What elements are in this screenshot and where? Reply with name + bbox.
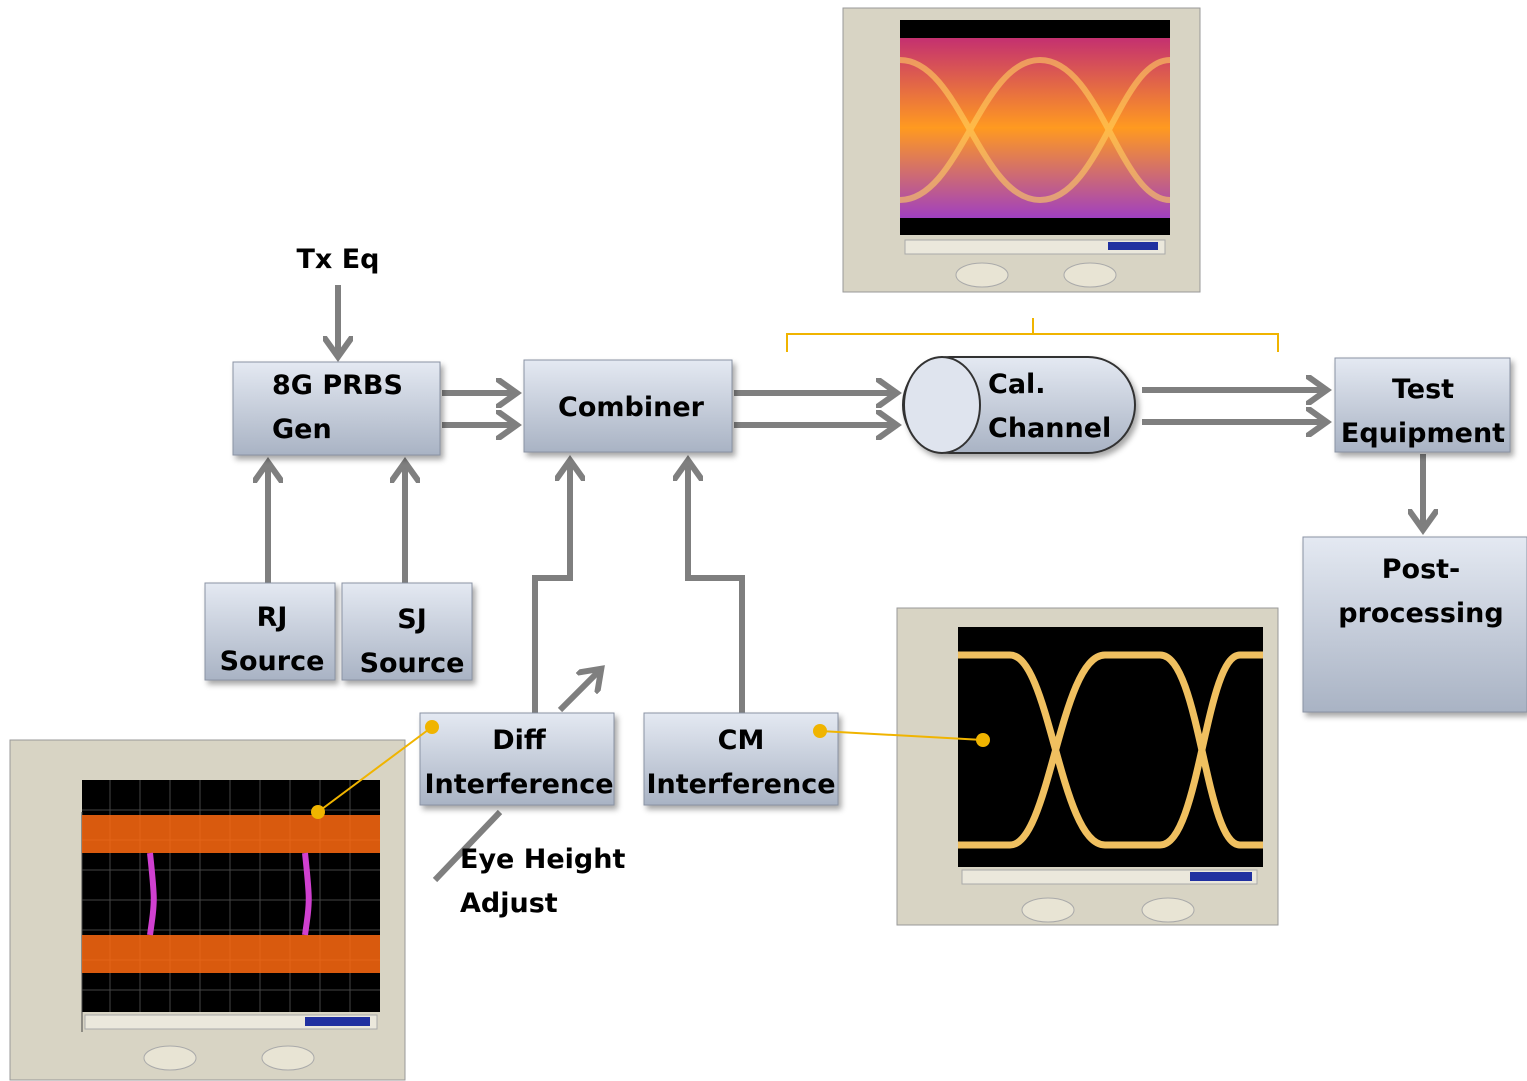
label: Source (360, 648, 465, 679)
label: Source (220, 646, 325, 677)
diagram: Tx Eq 8G PRBS Gen Combiner Cal. Channel … (0, 0, 1527, 1081)
label: RJ (257, 602, 288, 633)
bracket (787, 318, 1278, 352)
label: SJ (397, 604, 427, 635)
label: 8G PRBS (272, 370, 403, 401)
label: CM (718, 725, 765, 756)
label: processing (1338, 598, 1503, 629)
label: Interference (646, 769, 835, 800)
label: Combiner (558, 392, 705, 423)
label: Tx Eq (296, 244, 379, 275)
label: Test (1392, 374, 1454, 405)
label: Adjust (460, 888, 558, 919)
label: Channel (988, 413, 1111, 444)
scope-top (843, 8, 1200, 292)
label: Eye Height (460, 844, 625, 875)
scope-right (897, 608, 1278, 925)
label: Diff (492, 725, 547, 756)
label: Equipment (1341, 418, 1505, 449)
label: Post- (1382, 554, 1461, 585)
label: Interference (424, 769, 613, 800)
label: Cal. (988, 369, 1046, 400)
label: Gen (272, 414, 332, 445)
